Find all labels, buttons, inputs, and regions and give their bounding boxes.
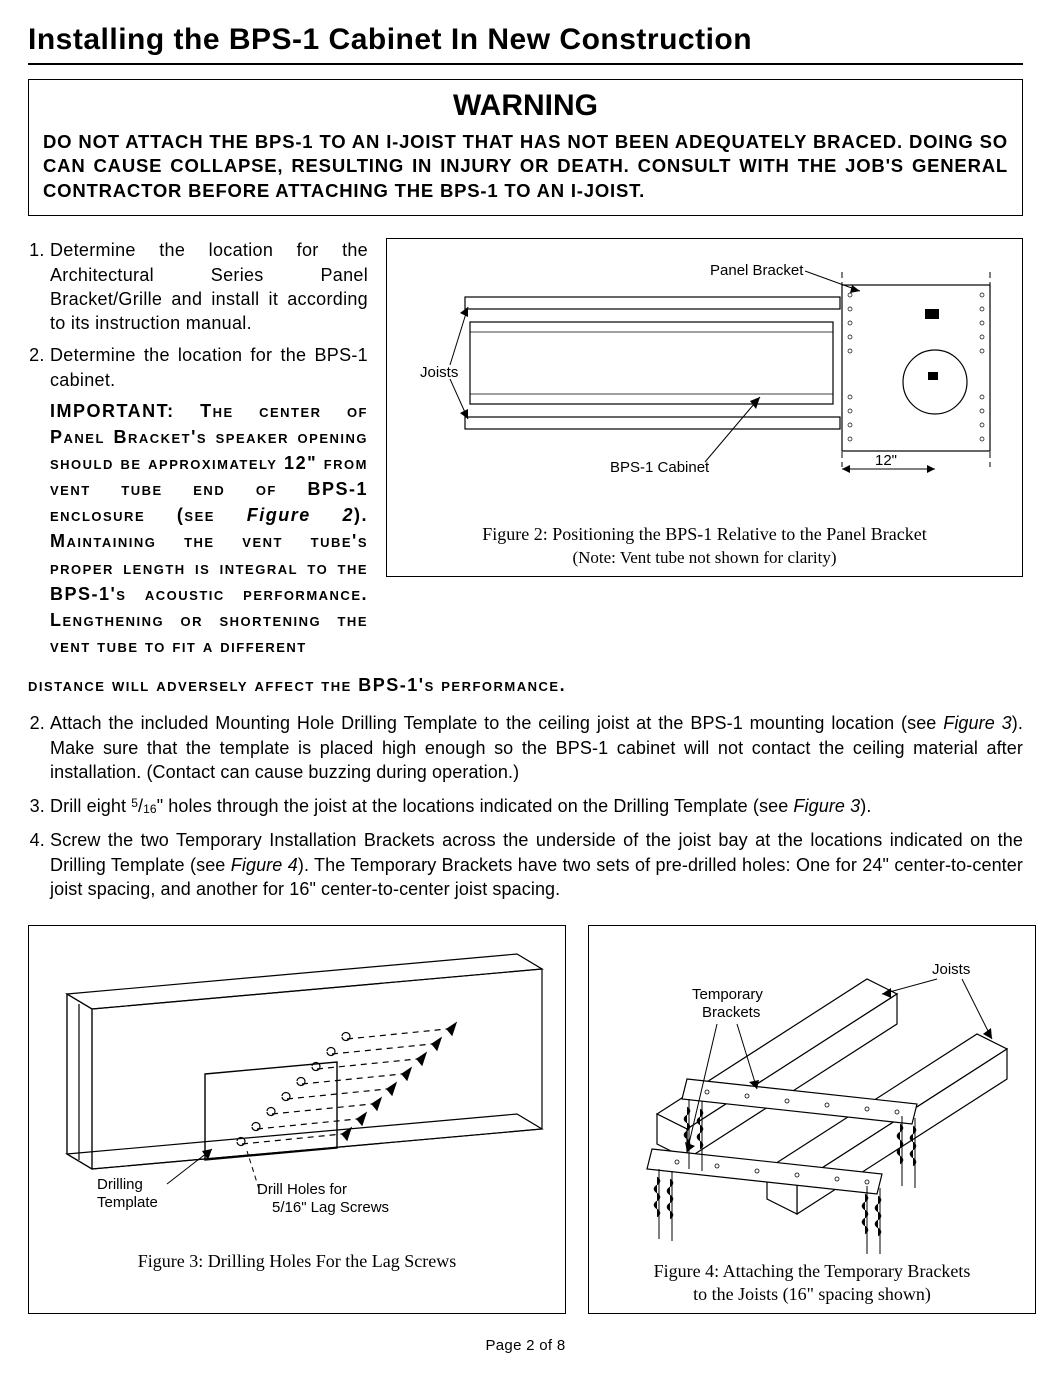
figure-2-box: Panel Bracket Joists BPS-1 Cabinet 12": [386, 238, 1023, 577]
fig4-label-joists: Joists: [932, 961, 970, 978]
step-2-text: Determine the location for the BPS-1 cab…: [50, 345, 368, 389]
fig3-label-holes-l2: 5/16" Lag Screws: [272, 1199, 389, 1216]
fig2-label-cabinet: BPS-1 Cabinet: [610, 459, 710, 476]
s3-pre: Drill eight: [50, 796, 131, 816]
step-4: Screw the two Temporary Installation Bra…: [50, 828, 1023, 901]
step-2: Determine the location for the BPS-1 cab…: [50, 343, 368, 659]
s3-mid: " holes through the joist at the locatio…: [157, 796, 794, 816]
important-figref: Figure 2: [247, 505, 354, 525]
important-block: IMPORTANT: The center of Panel Bracket's…: [50, 398, 368, 659]
fig2-label-joists: Joists: [420, 364, 458, 381]
left-column: Determine the location for the Architect…: [28, 238, 368, 667]
steps-list-narrow: Determine the location for the Architect…: [28, 238, 368, 659]
warning-box: WARNING DO NOT ATTACH THE BPS-1 TO AN I-…: [28, 79, 1023, 217]
figure-3-box: Drilling Template Drill Holes for 5/16" …: [28, 925, 566, 1314]
important-tail: distance will adversely affect the BPS-1…: [28, 673, 1023, 697]
figure-2-svg: Panel Bracket Joists BPS-1 Cabinet 12": [410, 247, 1000, 517]
fig2-caption-1: Figure 2: Positioning the BPS-1 Relative…: [482, 524, 926, 544]
fig4-label-brackets-l1: Temporary: [692, 986, 763, 1003]
right-column: Panel Bracket Joists BPS-1 Cabinet 12": [386, 238, 1023, 577]
figure-4-box: Joists Temporary Brackets Figure 4: Atta…: [588, 925, 1036, 1314]
page-title: Installing the BPS-1 Cabinet In New Cons…: [28, 20, 1023, 65]
figure-4-svg: Joists Temporary Brackets: [597, 934, 1027, 1254]
important-lead: IMPORTANT:: [50, 401, 175, 421]
fig3-label-template-l2: Template: [97, 1194, 158, 1211]
figure-3-caption: Figure 3: Drilling Holes For the Lag Scr…: [37, 1250, 557, 1273]
fig4-caption-2: to the Joists (16" spacing shown): [693, 1284, 931, 1304]
fig2-label-dim: 12": [875, 452, 897, 469]
s2a-pre: Attach the included Mounting Hole Drilli…: [50, 713, 943, 733]
fig2-caption-2: (Note: Vent tube not shown for clarity): [572, 548, 836, 567]
s3-post: ).: [860, 796, 871, 816]
fig4-caption-1: Figure 4: Attaching the Temporary Bracke…: [654, 1261, 971, 1281]
s2a-fig: Figure 3: [943, 713, 1012, 733]
warning-body: DO NOT ATTACH THE BPS-1 TO AN I-JOIST TH…: [43, 130, 1008, 203]
s4-fig: Figure 4: [231, 855, 298, 875]
figure-4-caption: Figure 4: Attaching the Temporary Bracke…: [597, 1260, 1027, 1305]
bottom-figure-row: Drilling Template Drill Holes for 5/16" …: [28, 925, 1023, 1314]
upper-columns: Determine the location for the Architect…: [28, 238, 1023, 667]
warning-heading: WARNING: [43, 86, 1008, 127]
fig3-label-holes-l1: Drill Holes for: [257, 1181, 347, 1198]
fig3-label-template-l1: Drilling: [97, 1176, 143, 1193]
step-3: Drill eight 5/16" holes through the jois…: [50, 794, 1023, 818]
page-footer: Page 2 of 8: [28, 1336, 1023, 1356]
figure-3-svg: Drilling Template Drill Holes for 5/16" …: [37, 934, 557, 1244]
step-1: Determine the location for the Architect…: [50, 238, 368, 335]
s3-fig: Figure 3: [793, 796, 860, 816]
steps-list-wide: Attach the included Mounting Hole Drilli…: [28, 711, 1023, 901]
fig4-label-brackets-l2: Brackets: [702, 1004, 760, 1021]
s3-num: 5: [131, 796, 138, 810]
important-post: ). Maintaining the vent tube's proper le…: [50, 505, 368, 655]
s3-den: 16: [143, 802, 157, 816]
fig2-label-panel-bracket: Panel Bracket: [710, 262, 804, 279]
step-2-wide: Attach the included Mounting Hole Drilli…: [50, 711, 1023, 784]
figure-2-caption: Figure 2: Positioning the BPS-1 Relative…: [395, 523, 1014, 568]
